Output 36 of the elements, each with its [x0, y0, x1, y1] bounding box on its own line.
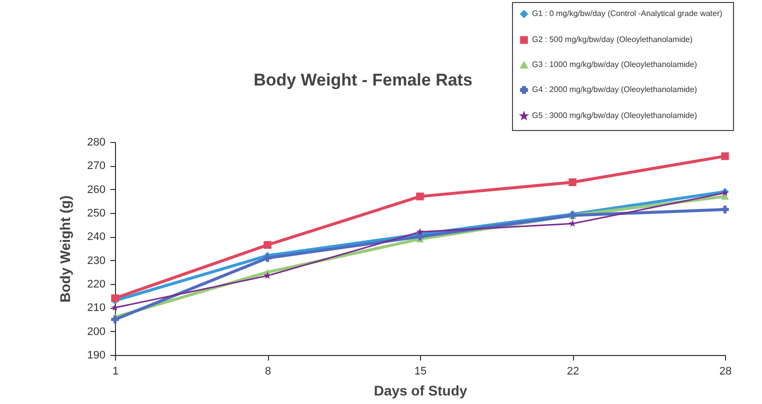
point [721, 206, 729, 214]
point [111, 294, 119, 302]
legend-label: G1 : 0 mg/kg/bw/day (Control -Analytical grade water) [532, 9, 723, 18]
y-tick-label: 270 [87, 160, 106, 172]
legend-label: G2 : 500 mg/kg/bw/day (Oleoylethanolamide) [532, 35, 693, 44]
y-tick-label: 260 [87, 184, 106, 196]
legend-label: G4 : 2000 mg/kg/bw/day (Oleoylethanolamide) [532, 85, 698, 94]
y-tick-label: 220 [87, 278, 106, 290]
chart-title: Body Weight - Female Rats [254, 70, 472, 90]
point [264, 272, 272, 279]
y-tick-label: 230 [87, 254, 106, 267]
x-tick-label: 15 [414, 366, 427, 378]
point [264, 241, 272, 249]
x-tick-label: 28 [719, 366, 732, 378]
y-tick-label: 240 [87, 231, 106, 244]
point [111, 316, 119, 324]
point [568, 178, 576, 186]
point [721, 152, 729, 160]
y-tick-label: 210 [87, 302, 106, 314]
point [416, 192, 424, 200]
point [264, 254, 272, 262]
point [416, 228, 424, 236]
y-axis-title: Body Weight (g) [57, 195, 74, 303]
y-tick-label: 190 [87, 350, 106, 362]
x-tick-label: 1 [112, 366, 119, 378]
legend-label: G3 : 1000 mg/kg/bw/day (Oleoylethanolamide) [532, 60, 698, 69]
point [111, 304, 119, 311]
y-tick-label: 280 [87, 136, 106, 148]
point [416, 232, 424, 241]
y-tick-label: 250 [87, 208, 106, 220]
y-tick-label: 200 [87, 326, 106, 338]
x-tick-label: 8 [264, 366, 272, 378]
legend-label: G5 : 3000 mg/kg/bw/day (Oleoylethanolamide) [532, 111, 698, 120]
point [568, 220, 576, 227]
x-tick-label: 22 [566, 366, 580, 378]
x-axis-title: Days of Study [374, 382, 468, 398]
